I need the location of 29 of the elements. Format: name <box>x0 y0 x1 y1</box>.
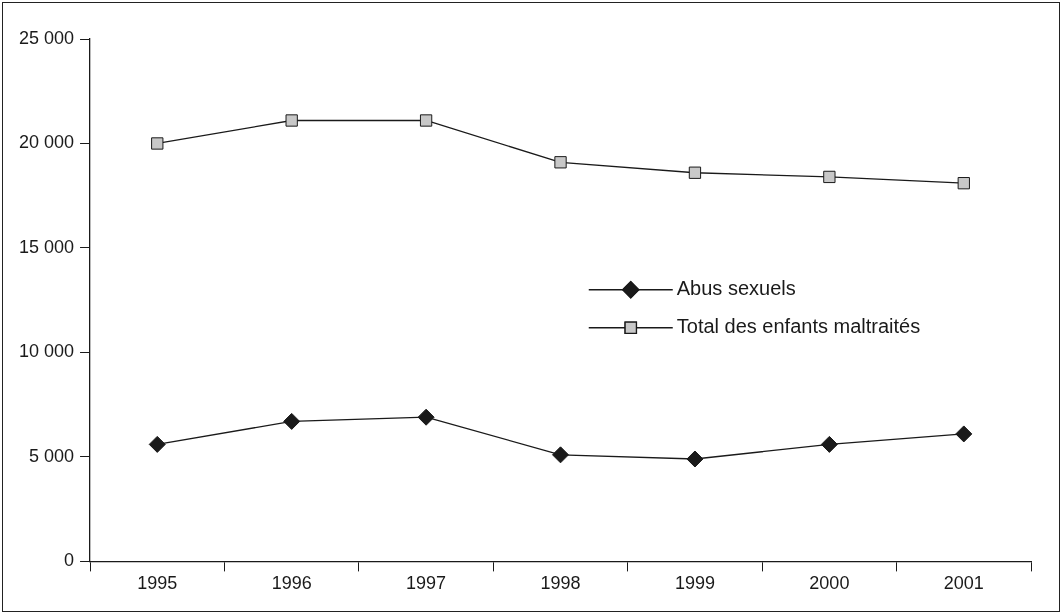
x-tick-label: 1998 <box>540 573 581 594</box>
point <box>419 114 433 127</box>
y-tick-label: 0 <box>64 550 75 571</box>
point <box>688 166 702 179</box>
x-tick-label: 2001 <box>943 573 984 594</box>
x-tick-label: 1999 <box>674 573 715 594</box>
x-tick-label: 1997 <box>406 573 447 594</box>
point <box>686 450 704 468</box>
point <box>957 177 970 190</box>
point <box>417 408 435 426</box>
point <box>148 435 166 453</box>
point <box>151 137 164 150</box>
point <box>823 170 836 184</box>
legend-label: Total des enfants maltraités <box>676 315 921 338</box>
point <box>554 156 567 169</box>
y-tick-label: 10 000 <box>18 341 75 362</box>
x-tick-label: 2000 <box>809 573 850 594</box>
point <box>552 446 570 464</box>
y-tick-label: 25 000 <box>18 27 75 48</box>
y-tick-label: 15 000 <box>18 236 75 257</box>
x-tick-label: 1996 <box>271 573 312 594</box>
y-tick-label: 5 000 <box>29 445 75 466</box>
point <box>820 435 838 453</box>
legend-label: Abus sexuels <box>676 277 796 300</box>
point <box>285 114 298 127</box>
x-tick-label: 1995 <box>137 573 178 594</box>
y-tick-label: 20 000 <box>18 132 75 153</box>
point <box>283 412 301 430</box>
point <box>955 425 973 443</box>
